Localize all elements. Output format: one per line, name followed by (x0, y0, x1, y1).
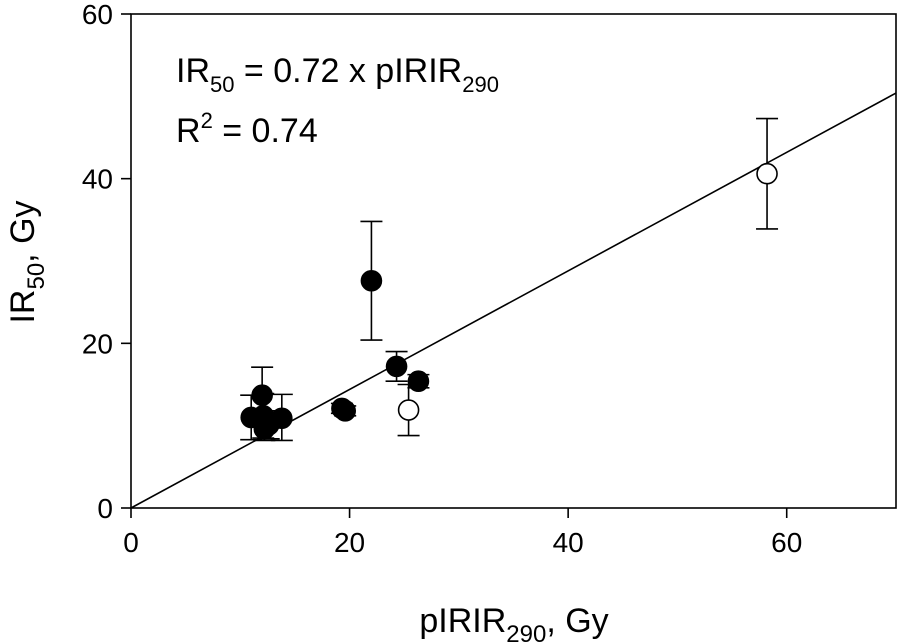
regression-equation: IR50 = 0.72 x pIRIR290 (176, 52, 499, 97)
data-point-filled (251, 384, 273, 407)
data-point-open (397, 399, 420, 421)
plot-area (130, 13, 897, 509)
data-point-filled (360, 269, 383, 292)
plot-frame (130, 13, 897, 509)
data-point-filled (407, 370, 430, 393)
y-tick-label: 40 (82, 164, 113, 195)
x-tick-label: 60 (771, 527, 802, 558)
data-point-filled (385, 355, 408, 378)
data-point-open (756, 162, 778, 185)
x-tick-label: 20 (334, 527, 365, 558)
y-tick-label: 60 (82, 0, 113, 30)
x-tick-label: 40 (553, 527, 584, 558)
x-axis-label: pIRIR290, Gy (419, 602, 608, 643)
y-tick-label: 20 (82, 328, 113, 359)
fit-line-layer (130, 92, 897, 509)
y-tick-label: 0 (97, 493, 113, 524)
data-point-filled (271, 407, 293, 430)
r-squared-annotation: R2 = 0.74 (176, 108, 318, 150)
x-tick-label: 0 (123, 527, 139, 558)
data-marks (240, 117, 779, 442)
y-axis-label: IR50, Gy (4, 200, 50, 323)
regression-line (130, 92, 897, 509)
axis-ticks: 0 20 40 60 0 20 40 60 (82, 0, 802, 558)
data-point-filled (334, 400, 357, 422)
